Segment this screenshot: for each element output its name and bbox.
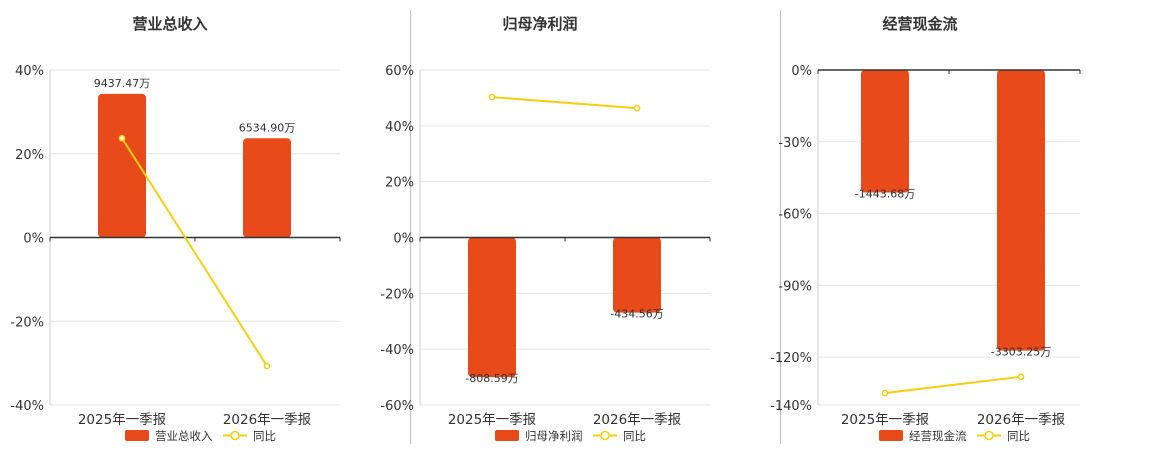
chart-panel-cashflow: 经营现金流 0% -30% -60% -90% -120% -140% -1443.68万 -3… bbox=[740, 0, 1110, 450]
x-category-label: 2025年一季报 bbox=[78, 412, 166, 428]
y-tick-label: 0% bbox=[23, 232, 44, 247]
legend-label-bar: 经营现金流 bbox=[909, 429, 967, 443]
bar-data-label: -1443.68万 bbox=[855, 188, 915, 201]
yoy-point bbox=[1017, 373, 1025, 381]
yoy-line bbox=[121, 137, 268, 367]
bar bbox=[243, 138, 291, 238]
bar bbox=[98, 93, 146, 238]
y-tick-label: -90% bbox=[778, 279, 812, 294]
y-tick-label: -20% bbox=[10, 315, 44, 330]
legend-swatch-point bbox=[600, 430, 610, 441]
y-tick-label: 20% bbox=[385, 176, 414, 191]
x-category-label: 2025年一季报 bbox=[841, 412, 929, 428]
panel-divider bbox=[410, 10, 411, 444]
legend-swatch-bar bbox=[125, 430, 149, 441]
yoy-line bbox=[884, 375, 1022, 395]
x-category-label: 2026年一季报 bbox=[977, 412, 1065, 428]
y-tick-label: -60% bbox=[380, 399, 414, 414]
yoy-line bbox=[491, 96, 638, 110]
bar-data-label: -808.59万 bbox=[465, 372, 518, 385]
y-tick-label: 60% bbox=[385, 64, 414, 79]
chart-title: 营业总收入 bbox=[132, 15, 207, 33]
legend-swatch-bar bbox=[879, 430, 903, 441]
yoy-point bbox=[118, 134, 126, 142]
chart-title: 经营现金流 bbox=[882, 15, 957, 33]
y-tick-label: -40% bbox=[380, 343, 414, 358]
legend-label-bar: 营业总收入 bbox=[155, 429, 213, 443]
panel-divider bbox=[780, 10, 781, 444]
chart-panel-revenue: 营业总收入 40% 20% 0% -20% -40% 9437.47万 6534.90万 202… bbox=[0, 0, 370, 450]
bar bbox=[861, 70, 909, 193]
legend-swatch-bar bbox=[495, 430, 519, 441]
legend-label-line: 同比 bbox=[623, 429, 646, 443]
bar bbox=[613, 237, 661, 313]
y-tick-label: 0% bbox=[791, 64, 812, 79]
cashflow-chart: 经营现金流 0% -30% -60% -90% -120% -140% -1443.68万 -3… bbox=[770, 15, 1081, 443]
bar-data-label: -434.56万 bbox=[610, 308, 663, 321]
yoy-point bbox=[263, 362, 271, 370]
bar-data-label: -3303.25万 bbox=[991, 346, 1051, 359]
chart-title: 归母净利润 bbox=[502, 15, 577, 33]
bar bbox=[468, 237, 516, 378]
y-tick-label: -20% bbox=[380, 287, 414, 302]
net-profit-chart: 归母净利润 60% 40% 20% 0% -20% -40% -60% -808.59万 -434… bbox=[380, 15, 711, 443]
yoy-point bbox=[488, 93, 496, 101]
y-tick-label: -60% bbox=[778, 208, 812, 223]
y-tick-label: -40% bbox=[10, 399, 44, 414]
bar-data-label: 9437.47万 bbox=[94, 77, 151, 90]
x-category-label: 2026年一季报 bbox=[593, 412, 681, 428]
x-category-label: 2026年一季报 bbox=[223, 412, 311, 428]
y-tick-label: 40% bbox=[15, 64, 44, 79]
x-category-label: 2025年一季报 bbox=[448, 412, 536, 428]
yoy-point bbox=[881, 389, 889, 397]
y-tick-label: -140% bbox=[770, 399, 812, 414]
y-tick-label: -30% bbox=[778, 136, 812, 151]
bar-data-label: 6534.90万 bbox=[239, 121, 296, 134]
legend-label-line: 同比 bbox=[1007, 429, 1030, 443]
legend-swatch-point bbox=[984, 430, 994, 441]
yoy-point bbox=[633, 104, 641, 112]
legend-label-line: 同比 bbox=[253, 429, 276, 443]
chart-panel-net-profit: 归母净利润 60% 40% 20% 0% -20% -40% -60% -808.59万 -434… bbox=[370, 0, 740, 450]
revenue-chart: 营业总收入 40% 20% 0% -20% -40% 9437.47万 6534.90万 202… bbox=[10, 15, 341, 443]
y-tick-label: -120% bbox=[770, 351, 812, 366]
legend-swatch-point bbox=[230, 430, 240, 441]
legend-label-bar: 归母净利润 bbox=[525, 429, 583, 443]
y-tick-label: 40% bbox=[385, 120, 414, 135]
y-tick-label: 20% bbox=[15, 148, 44, 163]
bar bbox=[997, 70, 1045, 351]
y-tick-label: 0% bbox=[393, 232, 414, 247]
